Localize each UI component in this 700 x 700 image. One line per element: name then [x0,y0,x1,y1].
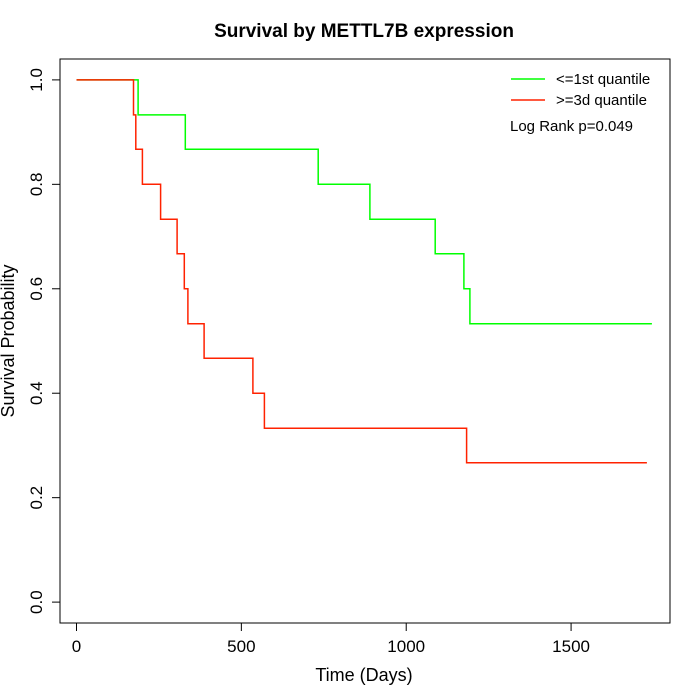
x-tick-label: 0 [72,637,81,656]
series-line-0 [76,79,652,325]
y-tick-label: 0.4 [27,381,46,405]
x-tick-label: 500 [227,637,255,656]
y-tick-label: 0.6 [27,277,46,301]
y-tick-label: 0.8 [27,173,46,197]
y-tick-label: 1.0 [27,68,46,92]
y-tick-label: 0.0 [27,590,46,614]
x-tick-label: 1000 [387,637,425,656]
plot-frame [59,58,671,624]
x-axis-label: Time (Days) [315,665,412,685]
log-rank-annotation: Log Rank p=0.049 [510,118,633,135]
legend-entry-high-quantile: >=3d quantile [556,92,647,109]
y-axis-label: Survival Probability [0,264,18,417]
x-tick-label: 1500 [552,637,590,656]
x-axis: 0 500 1000 1500 [72,622,590,656]
y-tick-label: 0.2 [27,486,46,510]
y-axis: 0.0 0.2 0.4 0.6 0.8 1.0 [27,68,61,614]
legend-entry-low-quantile: <=1st quantile [556,71,650,88]
chart-title: Survival by METTL7B expression [214,21,514,42]
series-layer [76,79,652,464]
legend: <=1st quantile >=3d quantile [511,71,650,109]
series-line-1 [76,79,647,464]
